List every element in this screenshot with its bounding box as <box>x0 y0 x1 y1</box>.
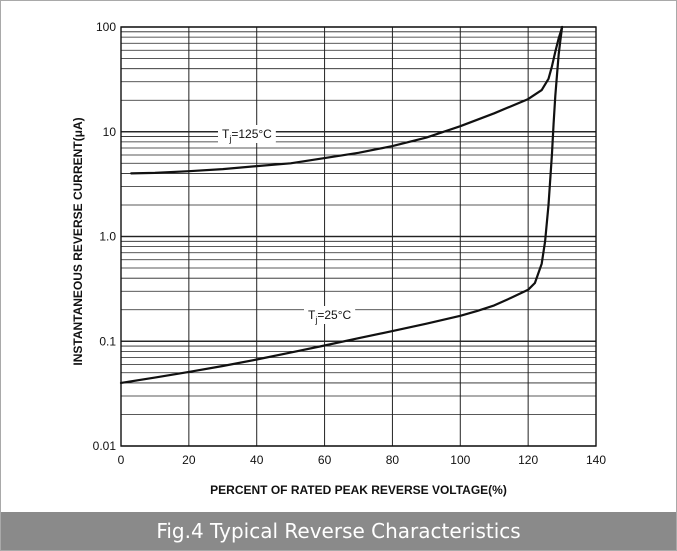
curve-label-background <box>304 306 356 324</box>
caption-text: Fig.4 Typical Reverse Characteristics <box>156 519 521 543</box>
x-tick-label: 100 <box>450 453 470 467</box>
y-tick-label: 100 <box>96 20 116 34</box>
curve-label-text: Tj=125°C <box>222 127 272 144</box>
x-tick-label: 60 <box>318 453 332 467</box>
x-tick-label: 0 <box>118 453 125 467</box>
y-axis-title: INSTANTANEOUS REVERSE CURRENT(μA) <box>71 117 85 365</box>
grid <box>120 26 597 447</box>
series-line-25c <box>119 25 564 384</box>
x-tick-label: 140 <box>586 453 606 467</box>
y-tick-label: 0.1 <box>99 334 116 348</box>
y-tick-label: 1.0 <box>99 230 116 244</box>
plot-border <box>120 26 597 447</box>
reverse-characteristics-chart: 0 20 40 60 80 100 120 140 0.01 0.1 1.0 10 100 Tj=125… <box>71 20 607 497</box>
curve-label-25c: Tj=25°C <box>304 306 356 325</box>
series-line-125c <box>130 25 564 175</box>
curve-label-background <box>218 125 276 143</box>
curves <box>119 25 564 384</box>
x-tick-label: 20 <box>182 453 196 467</box>
y-tick-label: 0.01 <box>93 439 117 453</box>
x-tick-label: 120 <box>518 453 538 467</box>
curve-label-text: Tj=25°C <box>308 308 351 325</box>
curve-labels: Tj=125°C Tj=25°C <box>218 125 356 325</box>
x-tick-label: 40 <box>250 453 264 467</box>
y-tick-label: 10 <box>103 125 117 139</box>
x-axis-title: PERCENT OF RATED PEAK REVERSE VOLTAGE(%) <box>210 483 507 497</box>
figure-caption: Fig.4 Typical Reverse Characteristics <box>1 512 676 550</box>
x-tick-label: 80 <box>386 453 400 467</box>
axis-ticks: 0 20 40 60 80 100 120 140 0.01 0.1 1.0 10 100 <box>93 20 607 467</box>
curve-label-125c: Tj=125°C <box>218 125 276 144</box>
